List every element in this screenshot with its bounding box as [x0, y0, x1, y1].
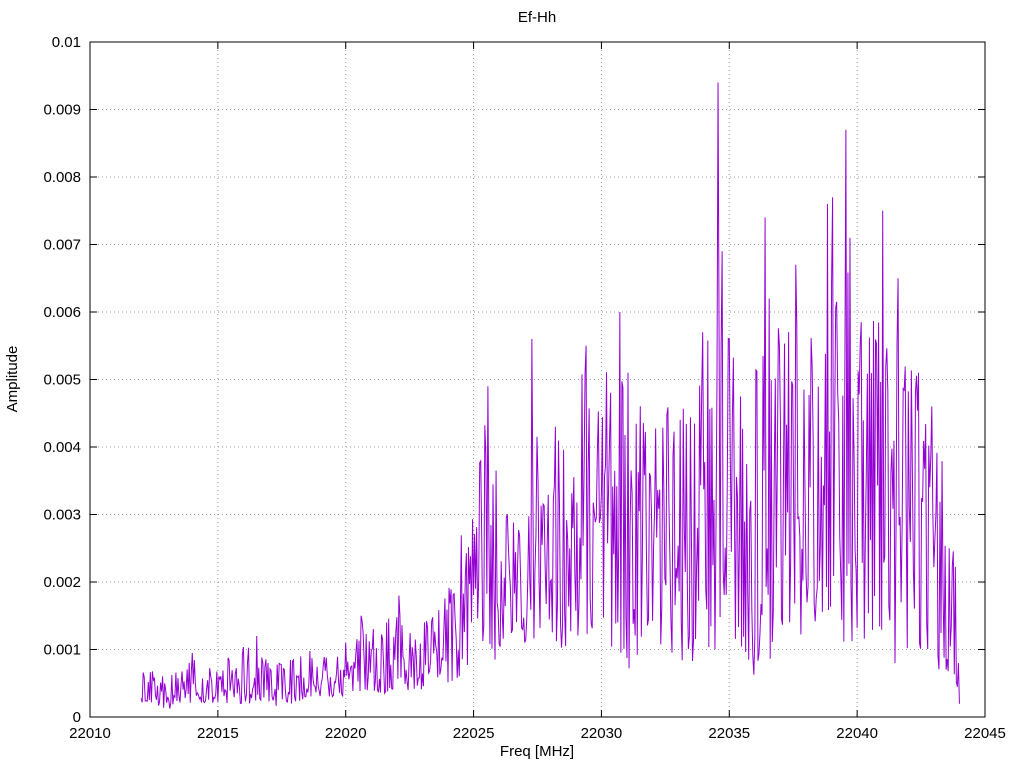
- y-tick-label: 0.003: [43, 507, 81, 524]
- plot-border: [89, 41, 986, 718]
- series-group: [140, 82, 960, 709]
- axis-tick-labels: 22010 22015 22020 22025 22030 22035 22040 22045…: [43, 34, 1005, 742]
- chart-title: Ef-Hh: [518, 9, 556, 26]
- x-tick-label: 22045: [964, 725, 1006, 742]
- x-tick-label: 22030: [581, 725, 623, 742]
- x-tick-label: 22020: [325, 725, 367, 742]
- x-tick-label: 22040: [836, 725, 878, 742]
- y-tick-label: 0.005: [43, 372, 81, 389]
- y-tick-label: 0.002: [43, 574, 81, 591]
- y-tick-label: 0.004: [43, 439, 81, 456]
- x-tick-label: 22035: [708, 725, 750, 742]
- y-tick-label: 0.001: [43, 642, 81, 659]
- x-tick-label: 22015: [197, 725, 239, 742]
- y-tick-label: 0.01: [52, 34, 81, 51]
- series-line: [140, 82, 960, 709]
- y-tick-label: 0.006: [43, 304, 81, 321]
- x-tick-label: 22025: [453, 725, 495, 742]
- y-axis-title: Amplitude: [4, 346, 21, 413]
- y-tick-label: 0.007: [43, 237, 81, 254]
- y-tick-label: 0: [73, 709, 81, 726]
- y-tick-label: 0.008: [43, 169, 81, 186]
- y-tick-label: 0.009: [43, 102, 81, 119]
- x-axis-title: Freq [MHz]: [500, 743, 574, 760]
- x-tick-label: 22010: [69, 725, 111, 742]
